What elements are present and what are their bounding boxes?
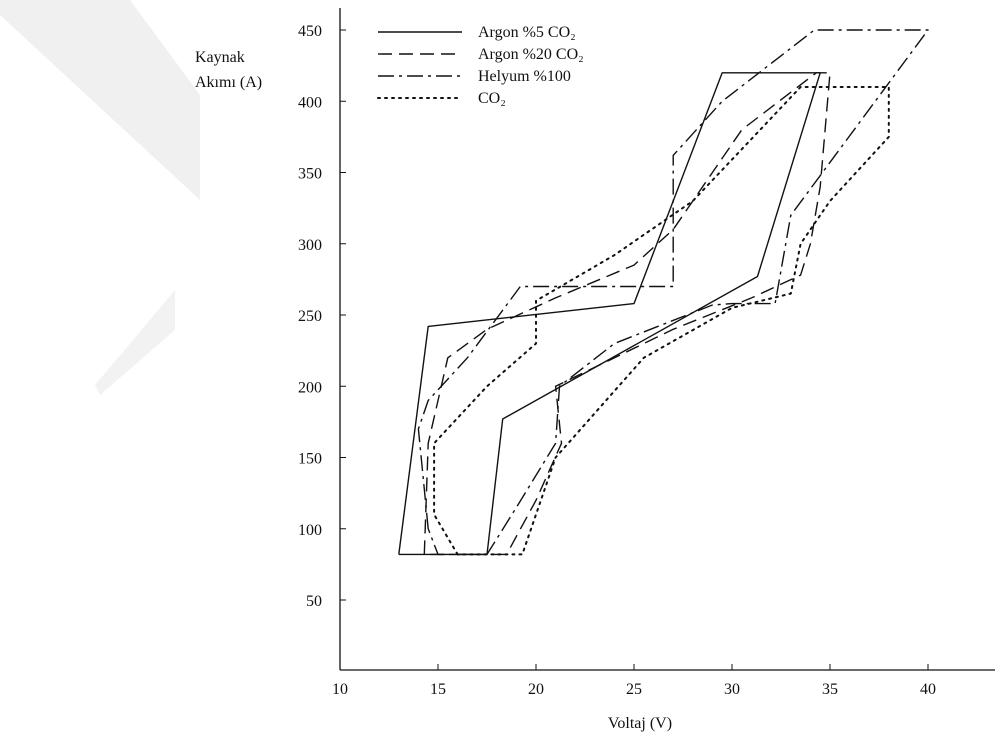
y-tick-label: 400 — [298, 94, 322, 111]
y-tick-label: 150 — [298, 451, 322, 468]
legend-label-1: Argon %5 CO₂ — [478, 24, 576, 41]
y-axis-title-line1: Kaynak — [195, 49, 245, 66]
y-tick-label: 200 — [298, 379, 322, 396]
y-tick-label: 100 — [298, 522, 322, 539]
x-tick-label: 10 — [332, 681, 348, 698]
watermark-shape-upper — [0, 0, 200, 200]
legend-label-2: Argon %20 CO₂ — [478, 46, 584, 63]
x-tick-label: 35 — [822, 681, 838, 698]
axes — [339, 8, 995, 671]
x-tick-label: 40 — [920, 681, 936, 698]
series-line-2 — [423, 72, 831, 556]
x-tick-label: 30 — [724, 681, 740, 698]
legend: Argon %5 CO₂ Argon %20 CO₂ Helyum %100 CO₂ — [377, 24, 584, 107]
watermark-shape-lower — [95, 290, 175, 395]
x-tick-label: 25 — [626, 681, 642, 698]
legend-label-3: Helyum %100 — [478, 68, 571, 85]
y-tick-label: 350 — [298, 166, 322, 183]
legend-label-4: CO₂ — [478, 90, 506, 107]
y-tick-label: 50 — [306, 593, 322, 610]
series-group — [398, 29, 929, 556]
series-line-1 — [398, 72, 821, 556]
y-tick-label: 450 — [298, 23, 322, 40]
y-tick-label: 300 — [298, 237, 322, 254]
x-tick-label: 15 — [430, 681, 446, 698]
series-line-3 — [417, 29, 929, 556]
y-axis-title-line2: Akımı (A) — [195, 74, 262, 91]
series-line-4 — [433, 86, 890, 556]
x-tick-label: 20 — [528, 681, 544, 698]
x-axis-title: Voltaj (V) — [608, 715, 672, 732]
y-tick-label: 250 — [298, 308, 322, 325]
axis-ticks: 10 15 20 25 30 35 40 50 100 150 200 250 300 350 400 450 — [298, 23, 936, 698]
